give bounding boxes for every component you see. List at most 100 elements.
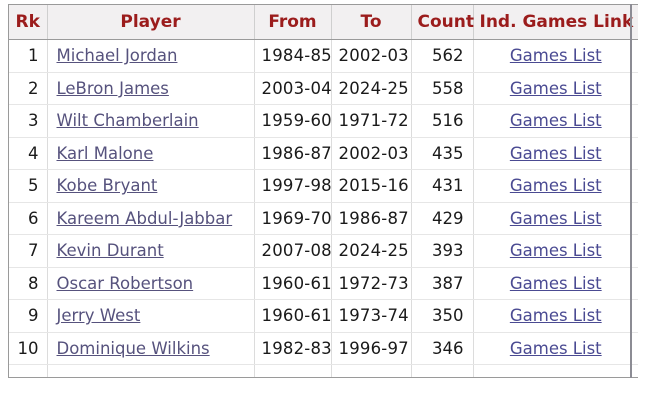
leaders-table-container: Rk Player From To Count Ind. Games Link …	[8, 4, 638, 378]
cell-season-from: 1960-61	[254, 299, 332, 333]
table-row: 9 Jerry West 1960-61 1973-74 350 Games List	[9, 299, 638, 333]
cell-games-list-link[interactable]: Games List	[509, 143, 602, 163]
cell-games-list[interactable]: Games List	[473, 267, 638, 300]
cell-player-name-link[interactable]: Wilt Chamberlain	[56, 111, 199, 131]
cell-games-list[interactable]: Games List	[473, 39, 638, 73]
cell-rank: 9	[9, 299, 48, 333]
cell-player-name[interactable]: Karl Malone	[47, 137, 255, 170]
column-header-to[interactable]: To	[331, 5, 412, 40]
cell-games-list[interactable]: Games List	[473, 299, 638, 333]
cell-games-list[interactable]: Games List	[473, 137, 638, 170]
cell-games-list-link[interactable]: Games List	[509, 78, 602, 98]
cell-season-from: 1984-85	[254, 39, 332, 73]
table-row: 4 Karl Malone 1986-87 2002-03 435 Games List	[9, 137, 638, 170]
cell-season-from: 1982-83	[254, 332, 332, 365]
cell-empty	[411, 364, 474, 377]
cell-empty	[9, 364, 48, 377]
cell-games-list[interactable]: Games List	[473, 169, 638, 203]
cell-season-to: 1986-87	[331, 202, 412, 235]
cell-count: 558	[411, 72, 474, 105]
cell-games-list-link[interactable]: Games List	[509, 208, 602, 228]
cell-rank: 7	[9, 234, 48, 268]
cell-season-from: 1960-61	[254, 267, 332, 300]
cell-season-from: 1969-70	[254, 202, 332, 235]
column-header-player[interactable]: Player	[47, 5, 255, 40]
column-header-count[interactable]: Count	[411, 5, 474, 40]
cell-games-list[interactable]: Games List	[473, 234, 638, 268]
cell-player-name-link[interactable]: Dominique Wilkins	[56, 338, 210, 358]
table-row: 6 Kareem Abdul-Jabbar 1969-70 1986-87 429 Gam…	[9, 202, 638, 235]
cell-season-from: 1959-60	[254, 104, 332, 138]
cell-games-list-link[interactable]: Games List	[509, 111, 602, 131]
cell-player-name[interactable]: Wilt Chamberlain	[47, 104, 255, 138]
cell-season-to: 2015-16	[331, 169, 412, 203]
cell-rank: 10	[9, 332, 48, 365]
cell-season-to: 2002-03	[331, 39, 412, 73]
cell-rank: 2	[9, 72, 48, 105]
table-body: 1 Michael Jordan 1984-85 2002-03 562 Games Li…	[9, 39, 638, 377]
cell-empty	[473, 364, 638, 377]
column-header-from[interactable]: From	[254, 5, 332, 40]
cell-games-list-link[interactable]: Games List	[509, 338, 602, 358]
cell-player-name[interactable]: Michael Jordan	[47, 39, 255, 73]
cell-games-list-link[interactable]: Games List	[509, 176, 602, 196]
cell-games-list[interactable]: Games List	[473, 72, 638, 105]
cell-count: 435	[411, 137, 474, 170]
cell-season-from: 1986-87	[254, 137, 332, 170]
table-row: 1 Michael Jordan 1984-85 2002-03 562 Games Li…	[9, 39, 638, 73]
cell-player-name[interactable]: Kobe Bryant	[47, 169, 255, 203]
cell-season-to: 2024-25	[331, 72, 412, 105]
cell-player-name[interactable]: Kevin Durant	[47, 234, 255, 268]
cell-player-name-link[interactable]: Kobe Bryant	[56, 176, 158, 196]
cell-games-list[interactable]: Games List	[473, 104, 638, 138]
cell-empty	[47, 364, 255, 377]
cell-games-list[interactable]: Games List	[473, 332, 638, 365]
table-row: 3 Wilt Chamberlain 1959-60 1971-72 516 Games …	[9, 104, 638, 138]
cell-count: 393	[411, 234, 474, 268]
table-header: Rk Player From To Count Ind. Games Link	[9, 5, 638, 40]
cell-games-list-link[interactable]: Games List	[509, 306, 602, 326]
cell-count: 387	[411, 267, 474, 300]
table-row: 7 Kevin Durant 2007-08 2024-25 393 Games List	[9, 234, 638, 268]
cell-player-name-link[interactable]: Kevin Durant	[56, 241, 164, 261]
cell-season-to: 1971-72	[331, 104, 412, 138]
cell-games-list-link[interactable]: Games List	[509, 273, 602, 293]
cell-player-name-link[interactable]: Oscar Robertson	[56, 273, 194, 293]
cell-season-to: 1972-73	[331, 267, 412, 300]
cell-rank: 6	[9, 202, 48, 235]
cell-count: 346	[411, 332, 474, 365]
cell-player-name-link[interactable]: Karl Malone	[56, 143, 154, 163]
cell-games-list[interactable]: Games List	[473, 202, 638, 235]
column-header-rk[interactable]: Rk	[9, 5, 48, 40]
cell-empty	[331, 364, 412, 377]
cell-player-name[interactable]: Kareem Abdul-Jabbar	[47, 202, 255, 235]
leaders-table: Rk Player From To Count Ind. Games Link …	[9, 5, 638, 377]
cell-season-from: 2003-04	[254, 72, 332, 105]
cell-player-name-link[interactable]: Kareem Abdul-Jabbar	[56, 208, 233, 228]
cell-player-name[interactable]: Dominique Wilkins	[47, 332, 255, 365]
table-right-edge-rule	[630, 4, 632, 378]
cell-season-to: 1973-74	[331, 299, 412, 333]
cell-count: 429	[411, 202, 474, 235]
cell-count: 562	[411, 39, 474, 73]
cell-season-to: 2002-03	[331, 137, 412, 170]
cell-season-from: 1997-98	[254, 169, 332, 203]
table-row-empty	[9, 364, 638, 377]
cell-rank: 5	[9, 169, 48, 203]
column-header-games-link[interactable]: Ind. Games Link	[473, 5, 638, 40]
cell-player-name-link[interactable]: Jerry West	[56, 306, 141, 326]
table-row: 2 LeBron James 2003-04 2024-25 558 Games List	[9, 72, 638, 105]
cell-rank: 3	[9, 104, 48, 138]
cell-player-name-link[interactable]: LeBron James	[56, 78, 169, 98]
cell-player-name-link[interactable]: Michael Jordan	[56, 46, 178, 66]
cell-season-from: 2007-08	[254, 234, 332, 268]
cell-season-to: 1996-97	[331, 332, 412, 365]
cell-player-name[interactable]: Oscar Robertson	[47, 267, 255, 300]
cell-games-list-link[interactable]: Games List	[509, 46, 602, 66]
cell-player-name[interactable]: LeBron James	[47, 72, 255, 105]
cell-player-name[interactable]: Jerry West	[47, 299, 255, 333]
cell-games-list-link[interactable]: Games List	[509, 241, 602, 261]
table-row: 10 Dominique Wilkins 1982-83 1996-97 346 Game…	[9, 332, 638, 365]
cell-season-to: 2024-25	[331, 234, 412, 268]
